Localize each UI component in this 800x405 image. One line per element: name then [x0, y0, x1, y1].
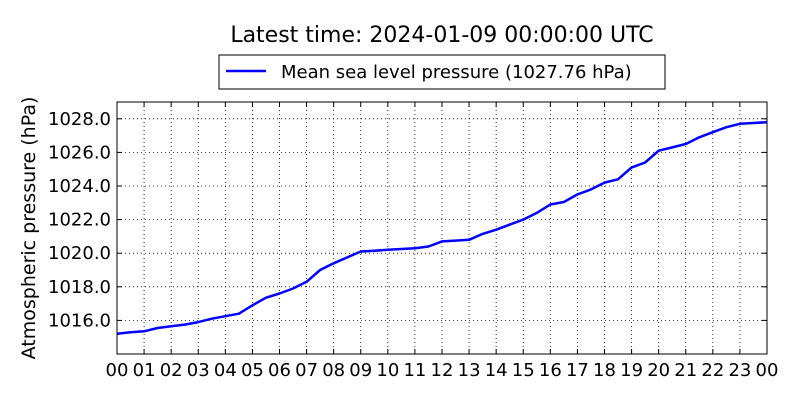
- x-tick-label: 03: [187, 360, 210, 381]
- plot-frame: [116, 101, 768, 355]
- x-tick-label: 20: [647, 360, 670, 381]
- x-tick-label: 16: [539, 360, 562, 381]
- x-tick-label: 18: [593, 360, 616, 381]
- y-axis-label: Atmospheric pressure (hPa): [18, 97, 40, 360]
- series-line: [116, 120, 768, 336]
- chart-title: Latest time: 2024-01-09 00:00:00 UTC: [230, 23, 653, 48]
- y-tick-label: 1024.0: [48, 176, 111, 197]
- y-tick-label: 1026.0: [48, 142, 111, 163]
- x-tick-label: 22: [701, 360, 724, 381]
- x-tick-label: 13: [458, 360, 481, 381]
- x-tick-label: 08: [322, 360, 345, 381]
- x-tick-label: 09: [349, 360, 372, 381]
- x-tick-label: 10: [376, 360, 399, 381]
- grid: [117, 102, 767, 354]
- legend-label: Mean sea level pressure (1027.76 hPa): [281, 62, 632, 83]
- x-tick-label: 15: [512, 360, 535, 381]
- x-tick-label: 01: [133, 360, 156, 381]
- legend-box: [218, 54, 666, 90]
- x-tick-label: 02: [160, 360, 183, 381]
- y-tick-label: 1022.0: [48, 210, 111, 231]
- x-tick-label: 14: [485, 360, 508, 381]
- x-tick-label: 23: [728, 360, 751, 381]
- y-tick-label: 1020.0: [48, 243, 111, 264]
- x-tick-labels: 00 01 02 03 04 05 06 07 08 09 10 11 12 13 14 15 16 17 18 19…: [106, 360, 779, 381]
- x-tick-label: 00: [106, 360, 129, 381]
- x-tick-label: 12: [431, 360, 454, 381]
- x-tick-label: 05: [241, 360, 264, 381]
- y-tick-label: 1028.0: [48, 109, 111, 130]
- x-tick-label: 04: [214, 360, 237, 381]
- x-tick-label: 21: [674, 360, 697, 381]
- y-tick-label: 1016.0: [48, 310, 111, 331]
- x-tick-label: 07: [295, 360, 318, 381]
- x-tick-label: 06: [268, 360, 291, 381]
- legend: Mean sea level pressure (1027.76 hPa): [218, 54, 666, 90]
- x-tick-label: 17: [566, 360, 589, 381]
- x-tick-label: 11: [403, 360, 426, 381]
- axis-ticks: [116, 102, 768, 354]
- y-tick-label: 1018.0: [48, 277, 111, 298]
- y-tick-labels: 1016.0 1018.0 1020.0 1022.0 1024.0 1026.0 1028…: [48, 109, 111, 332]
- x-tick-label: 19: [620, 360, 643, 381]
- x-tick-label: 00: [756, 360, 779, 381]
